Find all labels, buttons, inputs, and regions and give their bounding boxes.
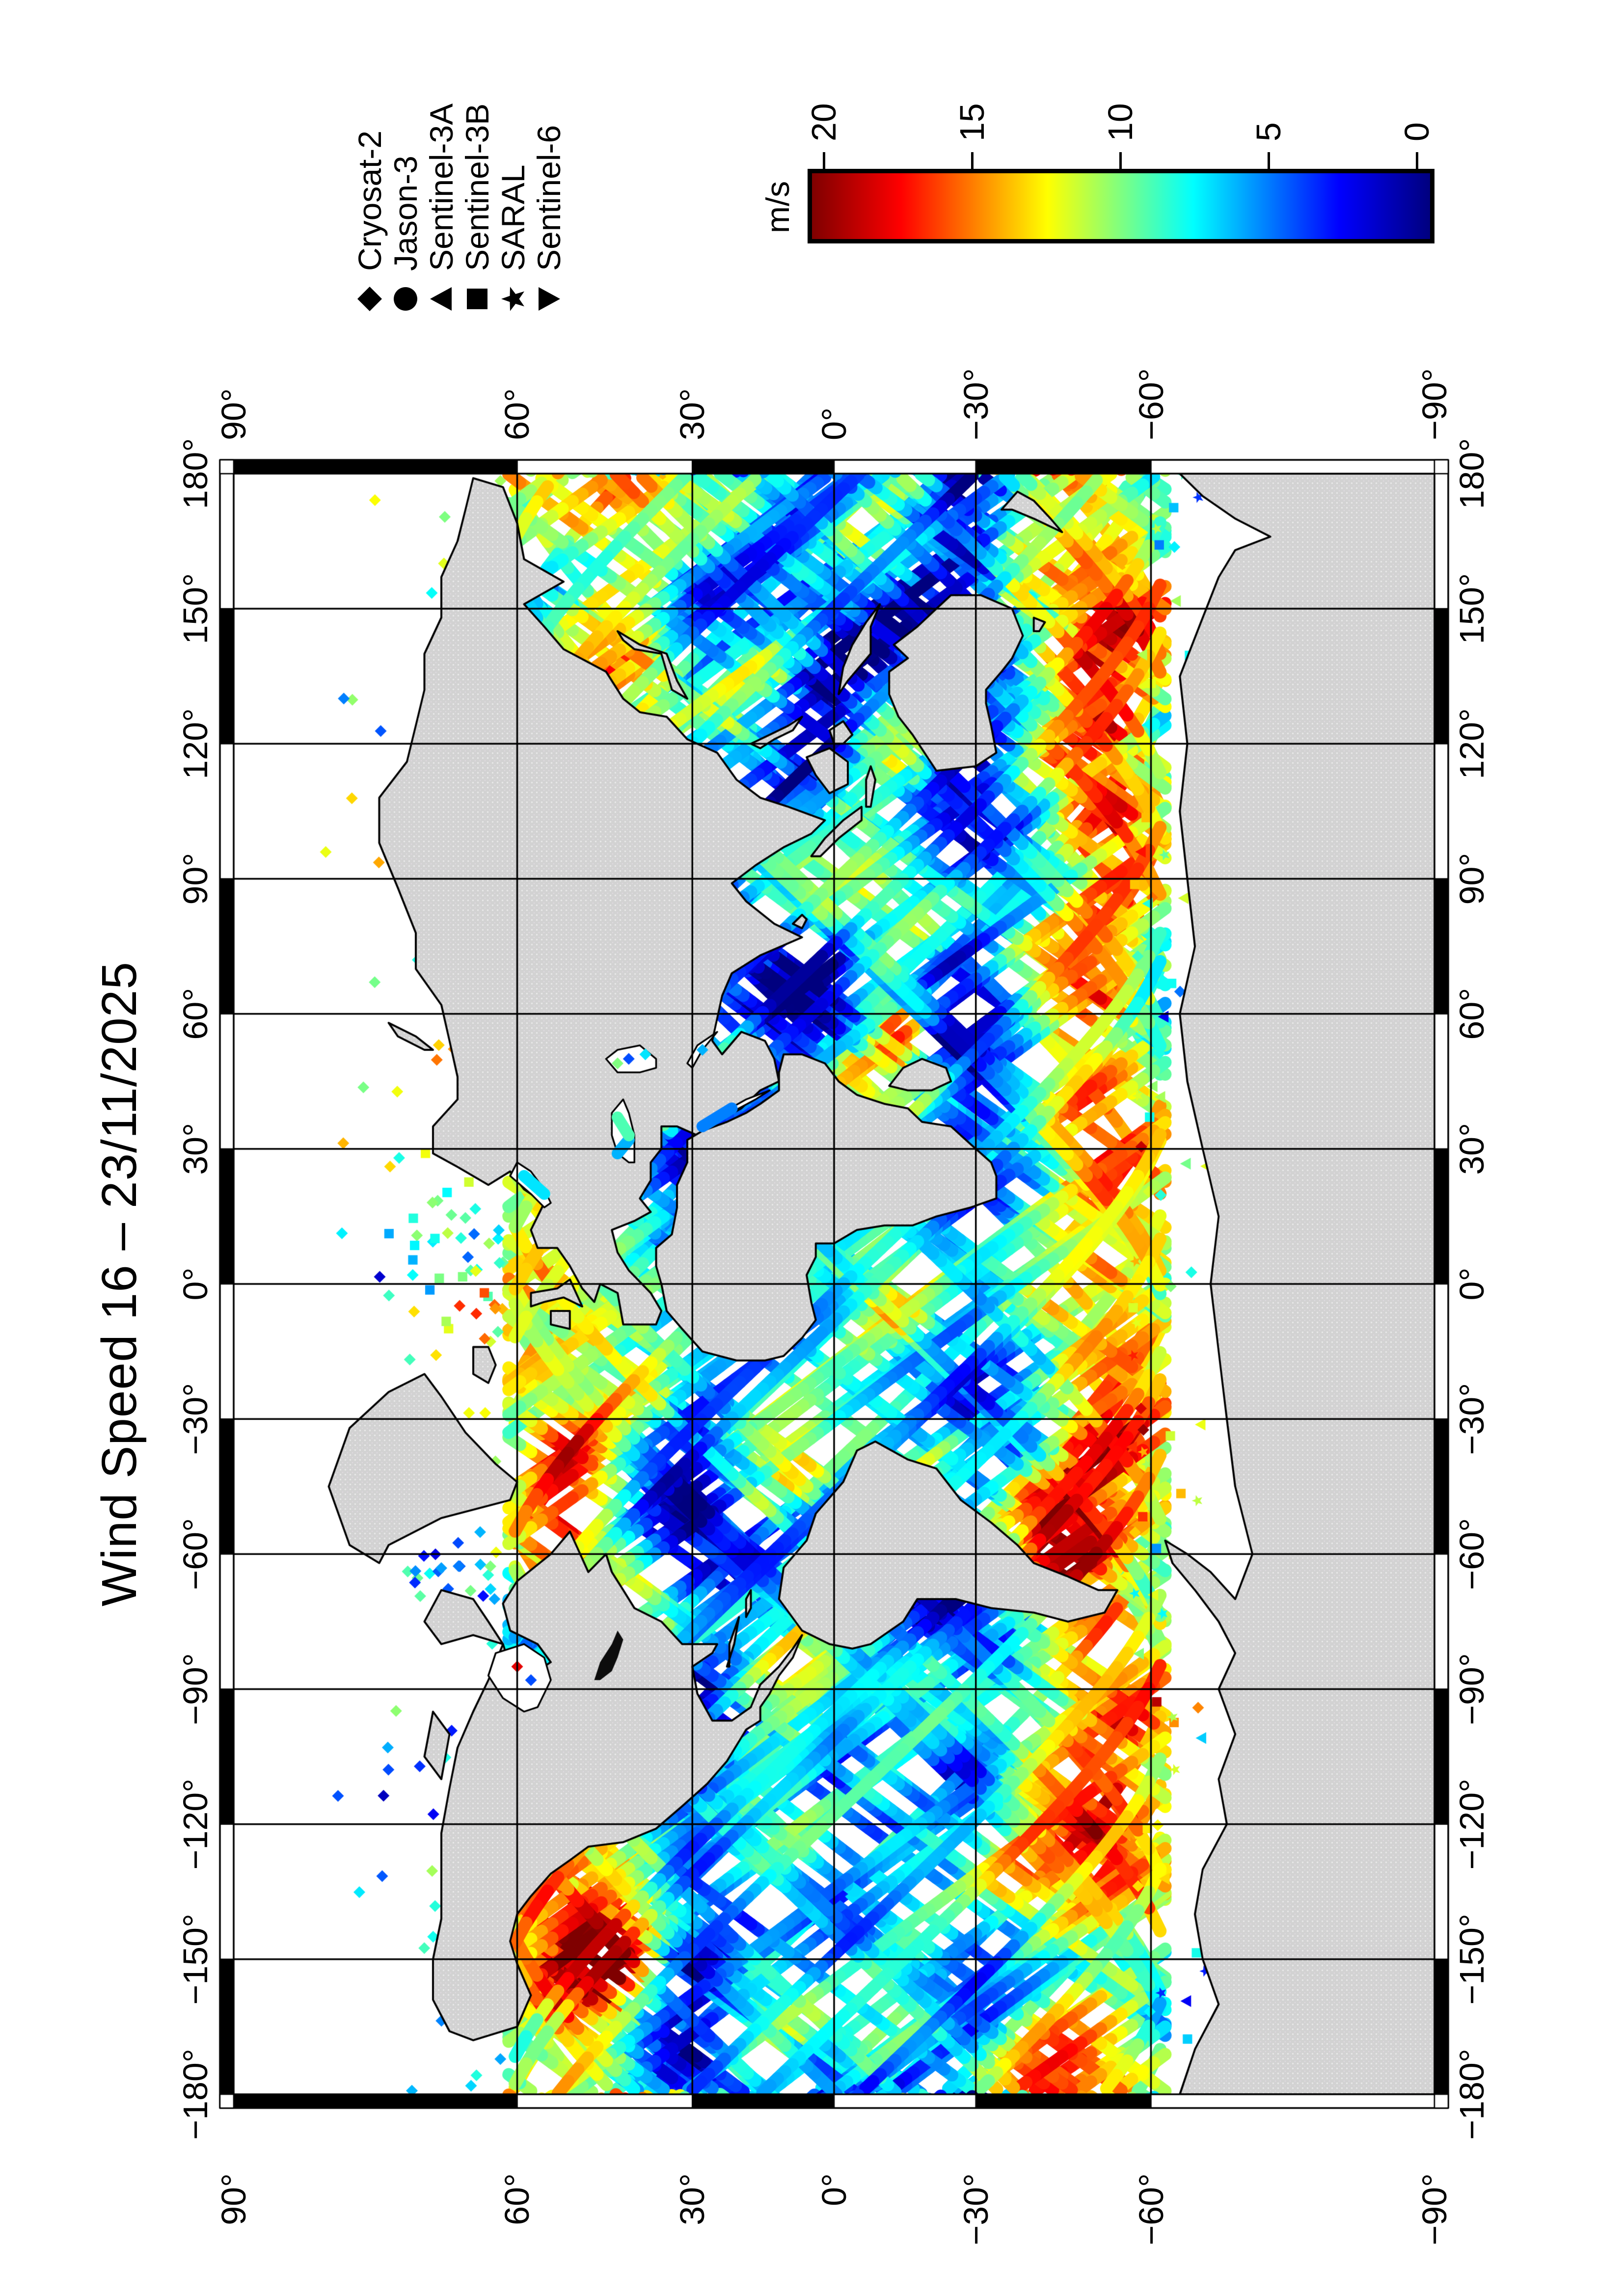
chart-title: Wind Speed 16 – 23/11/2025 <box>92 961 147 1607</box>
colorbar-tick-label: 10 <box>1101 103 1139 141</box>
legend-triangle-up-icon <box>430 287 452 311</box>
lon-tick-label-top: −30° <box>176 1383 215 1455</box>
legend-square-icon <box>467 289 487 309</box>
lon-tick-label-bottom: 180° <box>1453 438 1491 509</box>
lat-tick-label-left: 30° <box>673 2173 712 2225</box>
lat-tick-label-left: −60° <box>1132 2173 1170 2245</box>
lat-tick-label-right: −60° <box>1132 368 1170 440</box>
lon-tick-label-bottom: 30° <box>1453 1122 1491 1175</box>
colorbar-tick <box>971 152 974 169</box>
legend-item: Sentinel-6 <box>531 125 567 312</box>
lon-tick-label-bottom: −120° <box>1453 1778 1491 1870</box>
colorbar-unit-label: m/s <box>759 181 796 234</box>
lat-tick-label-right: −30° <box>956 368 995 440</box>
colorbar-gradient <box>812 173 1430 239</box>
lat-tick-label-right: 30° <box>673 388 712 440</box>
lon-tick-label-bottom: 120° <box>1453 708 1491 779</box>
lon-tick-label-bottom: −150° <box>1453 1914 1491 2005</box>
colorbar-tick <box>1416 152 1418 169</box>
legend-diamond-icon <box>357 287 382 311</box>
lon-tick-label-top: −180° <box>176 2049 215 2140</box>
lon-tick-label-bottom: −90° <box>1453 1653 1491 1725</box>
lat-tick-label-left: 60° <box>498 2173 537 2225</box>
lon-tick-label-bottom: 0° <box>1453 1267 1491 1301</box>
legend-item-label: Sentinel-6 <box>531 125 567 271</box>
legend-triangle-down-icon <box>539 287 560 311</box>
lon-tick-label-bottom: −180° <box>1453 2049 1491 2140</box>
lat-tick-label-right: −90° <box>1415 368 1454 440</box>
lat-tick-label-left: −30° <box>956 2173 995 2245</box>
legend-item-label: Sentinel-3A <box>423 103 460 271</box>
lon-tick-label-top: 60° <box>176 988 215 1040</box>
legend-item-label: Cryosat-2 <box>352 130 388 271</box>
colorbar-tick <box>823 152 825 169</box>
colorbar-tick-label: 15 <box>953 103 991 141</box>
lat-tick-label-left: 90° <box>214 2173 253 2225</box>
colorbar-tick-label: 5 <box>1249 122 1288 141</box>
lat-tick-label-left: 0° <box>815 2173 853 2206</box>
lon-tick-label-bottom: 90° <box>1453 853 1491 905</box>
legend-star-icon <box>501 287 524 311</box>
lon-tick-label-top: 120° <box>176 708 215 779</box>
lon-tick-label-top: −90° <box>176 1653 215 1725</box>
lon-tick-label-bottom: 60° <box>1453 988 1491 1040</box>
legend-item: Sentinel-3B <box>459 103 495 312</box>
lon-tick-label-top: 180° <box>176 438 215 509</box>
legend-item-label: Jason-3 <box>387 156 424 271</box>
lat-tick-label-right: 90° <box>214 388 253 440</box>
lat-tick-label-right: 60° <box>498 388 537 440</box>
lat-tick-label-right: 0° <box>815 407 853 440</box>
lon-tick-label-bottom: −60° <box>1453 1518 1491 1590</box>
colorbar-tick-label: 20 <box>805 103 843 141</box>
lon-tick-label-bottom: 150° <box>1453 573 1491 644</box>
colorbar-tick <box>1268 152 1270 169</box>
legend-item-label: SARAL <box>495 164 531 271</box>
lon-tick-label-top: −120° <box>176 1778 215 1870</box>
legend-circle-icon <box>394 287 417 311</box>
lon-tick-label-top: 90° <box>176 853 215 905</box>
legend-item-label: Sentinel-3B <box>459 103 495 271</box>
colorbar <box>808 169 1434 243</box>
lon-tick-label-top: 30° <box>176 1122 215 1175</box>
colorbar-tick-label: 0 <box>1398 122 1436 141</box>
colorbar-tick <box>1119 152 1122 169</box>
legend-item: SARAL <box>495 165 531 312</box>
lon-tick-label-bottom: −30° <box>1453 1383 1491 1455</box>
lon-tick-label-top: 0° <box>176 1267 215 1301</box>
lon-tick-label-top: 150° <box>176 573 215 644</box>
lat-tick-label-left: −90° <box>1415 2173 1454 2245</box>
lon-tick-label-top: −60° <box>176 1518 215 1590</box>
legend-item: Cryosat-2 <box>352 130 388 312</box>
lon-tick-label-top: −150° <box>176 1914 215 2005</box>
legend-item: Sentinel-3A <box>423 103 460 312</box>
legend-item: Jason-3 <box>387 156 424 312</box>
